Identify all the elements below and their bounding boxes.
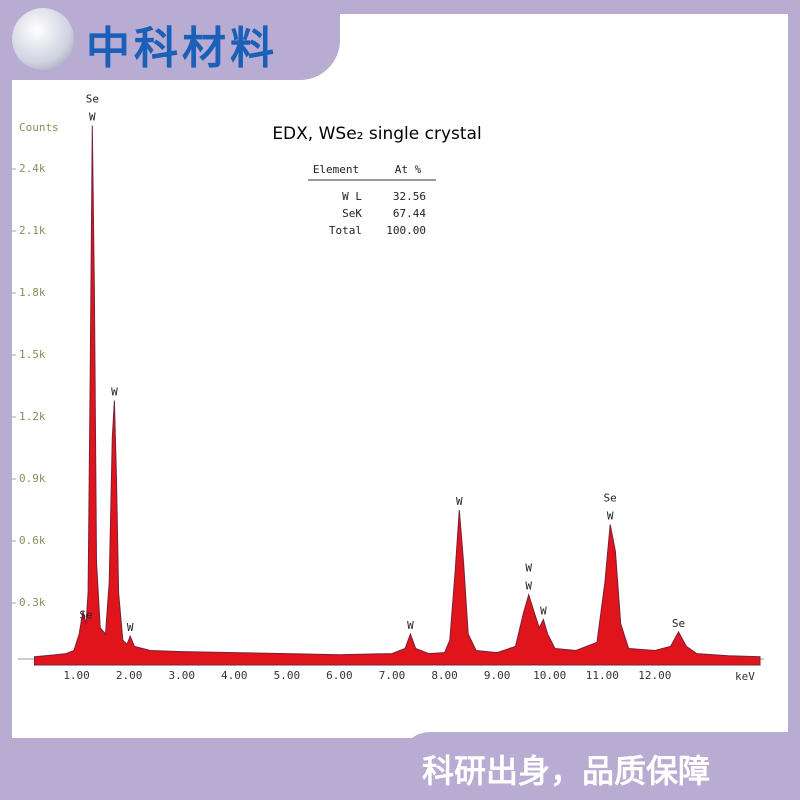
table-header: At % [395,163,422,176]
slogan: 科研出身，品质保障 [422,752,711,790]
x-tick-label: 6.00 [326,669,353,682]
x-axis-label: keV [735,670,755,683]
table-cell: 67.44 [393,207,426,220]
x-tick-label: 2.00 [116,669,143,682]
peak-label: Se [79,609,92,622]
peak-label: W [111,385,118,398]
table-cell: Total [329,224,362,237]
x-tick-label: 11.00 [586,669,619,682]
peak-label: W [525,562,532,575]
logo [12,8,74,70]
footer-banner: 科研出身，品质保障 [400,732,800,800]
y-axis-label: Counts [19,121,59,134]
peak-label: W [607,509,614,522]
table-cell: 100.00 [386,224,426,237]
x-tick-label: 1.00 [63,669,90,682]
peak-label: W [540,605,547,618]
y-tick-label: 2.1k [19,224,46,237]
table-cell: SeK [342,207,362,220]
x-tick-label: 4.00 [221,669,248,682]
y-tick-label: 2.4k [19,162,46,175]
chart-title: EDX, WSe₂ single crystal [272,124,481,144]
y-tick-label: 0.6k [19,534,46,547]
peak-label: Se [672,617,685,630]
y-tick-label: 0.3k [19,596,46,609]
brand: 中科材料 [86,23,278,74]
y-tick-label: 1.8k [19,286,46,299]
x-tick-label: 7.00 [379,669,406,682]
y-tick-label: 1.2k [19,410,46,423]
x-tick-label: 10.00 [533,669,566,682]
table-cell: 32.56 [393,190,426,203]
table-header: Element [313,163,359,176]
x-tick-label: 12.00 [638,669,671,682]
x-tick-label: 3.00 [168,669,195,682]
peak-label: W [456,495,463,508]
y-tick-label: 0.9k [19,472,46,485]
peak-label: W [525,580,532,593]
spectrum-area [34,125,761,666]
peak-label: W [407,619,414,632]
y-tick-label: 1.5k [19,348,46,361]
peak-label: Se [86,93,99,106]
header-banner: 中科材料 [0,0,340,80]
peak-label: W [127,621,134,634]
x-tick-label: 8.00 [431,669,458,682]
peak-label: Se [604,491,617,504]
table-cell: W L [342,190,362,203]
panel [12,14,788,738]
x-tick-label: 9.00 [484,669,511,682]
x-tick-label: 5.00 [274,669,301,682]
peak-label: W [89,111,96,124]
